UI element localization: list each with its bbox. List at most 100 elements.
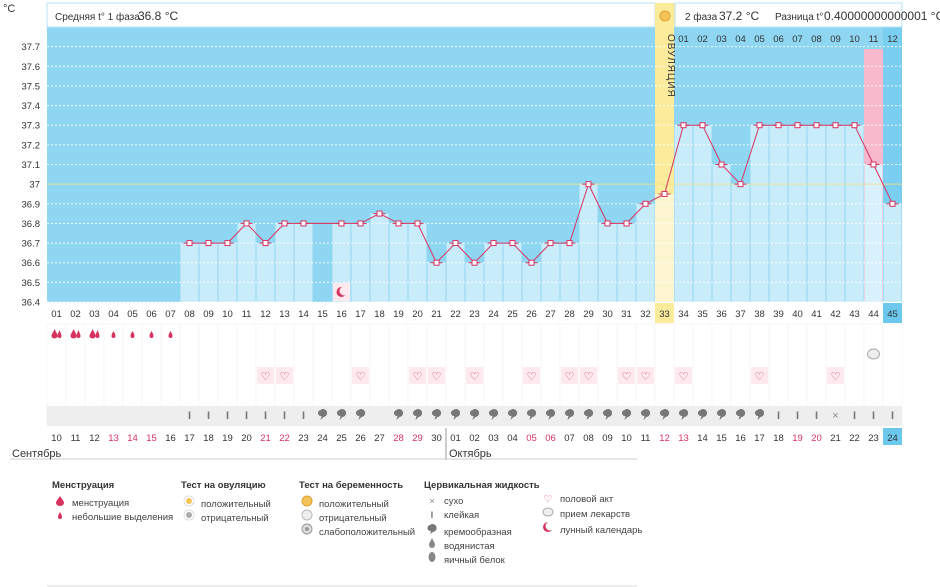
creamy-icon[interactable] [450,409,461,420]
creamy-icon[interactable] [507,409,518,420]
creamy-icon[interactable] [583,409,594,420]
temp-point[interactable] [756,122,763,129]
creamy-icon[interactable] [317,409,328,420]
temp-point[interactable] [813,122,820,129]
heart-icon[interactable]: ♡ [413,371,423,383]
temp-point[interactable] [737,181,744,188]
temp-bar[interactable] [465,262,484,302]
temp-bar[interactable] [826,125,845,302]
sticky-icon[interactable]: I [283,410,286,422]
spotting-drop[interactable] [149,331,154,338]
temp-point[interactable] [205,240,212,247]
temp-point[interactable] [680,122,687,129]
creamy-icon[interactable] [412,409,423,420]
creamy-icon[interactable] [564,409,575,420]
temp-bar[interactable] [712,164,731,303]
menstruation-drop[interactable] [57,330,62,338]
heart-icon[interactable]: ♡ [622,371,632,383]
temp-point[interactable] [395,220,402,227]
creamy-icon[interactable] [393,409,404,420]
temp-point[interactable] [528,259,535,266]
creamy-icon[interactable] [488,409,499,420]
heart-icon[interactable]: ♡ [584,371,594,383]
sticky-icon[interactable]: I [891,410,894,422]
sticky-icon[interactable]: I [853,410,856,422]
temp-bar[interactable] [503,243,522,302]
temp-point[interactable] [376,210,383,217]
menstruation-drop[interactable] [95,330,100,338]
creamy-icon[interactable] [526,409,537,420]
temp-bar[interactable] [256,243,275,302]
creamy-icon[interactable] [754,409,765,420]
heart-icon[interactable]: ♡ [755,371,765,383]
sticky-icon[interactable]: I [245,410,248,422]
spotting-drop[interactable] [168,331,173,338]
heart-icon[interactable]: ♡ [527,371,537,383]
temp-point[interactable] [338,220,345,227]
temp-point[interactable] [490,240,497,247]
creamy-icon[interactable] [640,409,651,420]
temp-bar[interactable] [636,203,655,302]
creamy-icon[interactable] [735,409,746,420]
heart-icon[interactable]: ♡ [679,371,689,383]
sticky-icon[interactable]: I [207,410,210,422]
temp-point[interactable] [851,122,858,129]
creamy-icon[interactable] [659,409,670,420]
temp-bar[interactable] [883,203,902,302]
spotting-drop[interactable] [111,331,116,338]
menstruation-drop[interactable] [89,329,96,339]
spotting-drop[interactable] [130,331,135,338]
temp-point[interactable] [471,259,478,266]
creamy-icon[interactable] [621,409,632,420]
temp-point[interactable] [699,122,706,129]
temp-bar[interactable] [674,125,693,302]
creamy-icon[interactable] [355,409,366,420]
temp-bar[interactable] [769,125,788,302]
temp-point[interactable] [642,200,649,207]
temp-bar[interactable] [218,243,237,302]
temp-bar[interactable] [750,125,769,302]
creamy-icon[interactable] [697,409,708,420]
temp-point[interactable] [243,220,250,227]
heart-icon[interactable]: ♡ [641,371,651,383]
sticky-icon[interactable]: I [796,410,799,422]
heart-icon[interactable]: ♡ [261,371,271,383]
temp-bar[interactable] [446,243,465,302]
temp-bar[interactable] [845,125,864,302]
temp-point[interactable] [281,220,288,227]
temp-point[interactable] [832,122,839,129]
pill-icon[interactable] [867,348,880,360]
menstruation-drop[interactable] [51,329,58,339]
temp-bar[interactable] [560,243,579,302]
temp-point[interactable] [889,200,896,207]
sticky-icon[interactable]: I [815,410,818,422]
temp-point[interactable] [433,259,440,266]
temp-point[interactable] [794,122,801,129]
menstruation-drop[interactable] [70,329,77,339]
heart-icon[interactable]: ♡ [470,371,480,383]
sticky-icon[interactable]: I [264,410,267,422]
temp-point[interactable] [300,220,307,227]
temp-point[interactable] [870,161,877,168]
sticky-icon[interactable]: I [226,410,229,422]
temp-point[interactable] [547,240,554,247]
sticky-icon[interactable]: I [872,410,875,422]
menstruation-drop[interactable] [76,330,81,338]
temp-bar[interactable] [484,243,503,302]
temp-bar[interactable] [788,125,807,302]
temp-point[interactable] [604,220,611,227]
creamy-icon[interactable] [716,409,727,420]
temp-point[interactable] [566,240,573,247]
creamy-icon[interactable] [545,409,556,420]
heart-icon[interactable]: ♡ [831,371,841,383]
temp-bar[interactable] [370,213,389,302]
temp-bar[interactable] [180,243,199,302]
temp-point[interactable] [718,161,725,168]
dry-icon[interactable]: × [832,410,838,422]
sticky-icon[interactable]: I [777,410,780,422]
temp-point[interactable] [357,220,364,227]
sticky-icon[interactable]: I [302,410,305,422]
creamy-icon[interactable] [431,409,442,420]
temp-bar[interactable] [807,125,826,302]
temp-bar[interactable] [199,243,218,302]
